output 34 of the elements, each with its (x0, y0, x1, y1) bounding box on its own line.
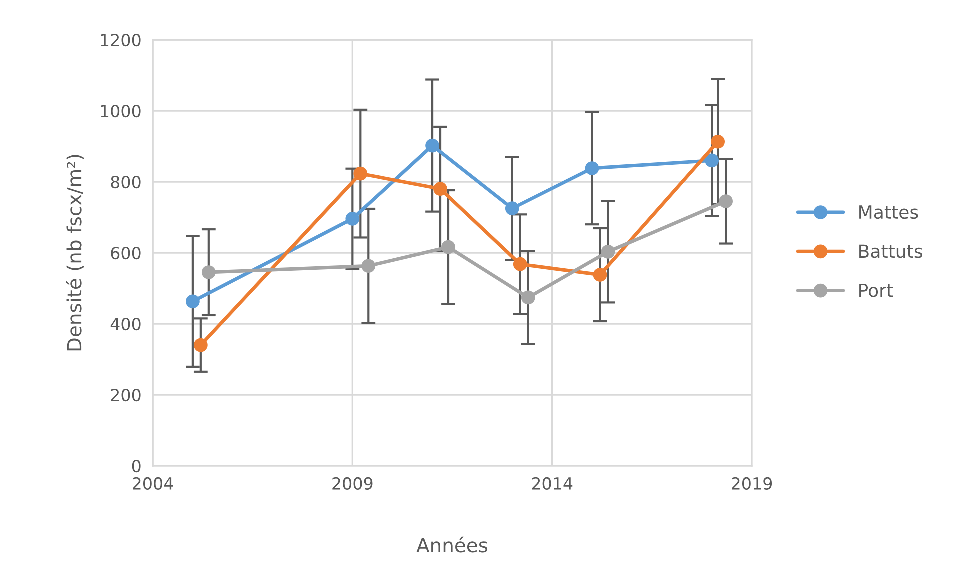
point (434, 182, 448, 196)
legend-label: Mattes (860, 206, 918, 220)
y-axis-title: Densité (nb fscx/m²) (66, 155, 84, 351)
x-tick-label: 2009 (332, 477, 373, 490)
x-axis-title: Années (416, 536, 488, 553)
point (442, 240, 456, 254)
y-tick-label: 1200 (101, 34, 141, 47)
y-tick-label: 600 (111, 246, 141, 260)
point (186, 294, 200, 309)
y-tick-label: 1000 (101, 104, 141, 118)
point (426, 138, 440, 153)
point (705, 154, 720, 168)
point (513, 257, 528, 272)
point (585, 162, 600, 176)
legend-label: Port (860, 284, 894, 298)
legend-label: Battuts (860, 244, 922, 258)
point (346, 212, 360, 226)
y-tick-label: 400 (110, 318, 141, 331)
y-tick-label: 0 (132, 460, 141, 473)
point (202, 266, 216, 280)
point (719, 194, 733, 208)
point (194, 338, 208, 352)
point (505, 202, 520, 216)
x-tick-label: 2019 (732, 477, 772, 490)
point (521, 290, 536, 305)
x-tick-label: 2004 (133, 477, 174, 490)
y-tick-label: 200 (111, 388, 141, 402)
point (711, 134, 725, 149)
point (601, 244, 616, 259)
point (362, 259, 376, 274)
y-tick-label: 800 (111, 176, 141, 189)
point (593, 268, 608, 282)
x-tick-label: 2014 (532, 477, 573, 490)
point (354, 166, 368, 181)
